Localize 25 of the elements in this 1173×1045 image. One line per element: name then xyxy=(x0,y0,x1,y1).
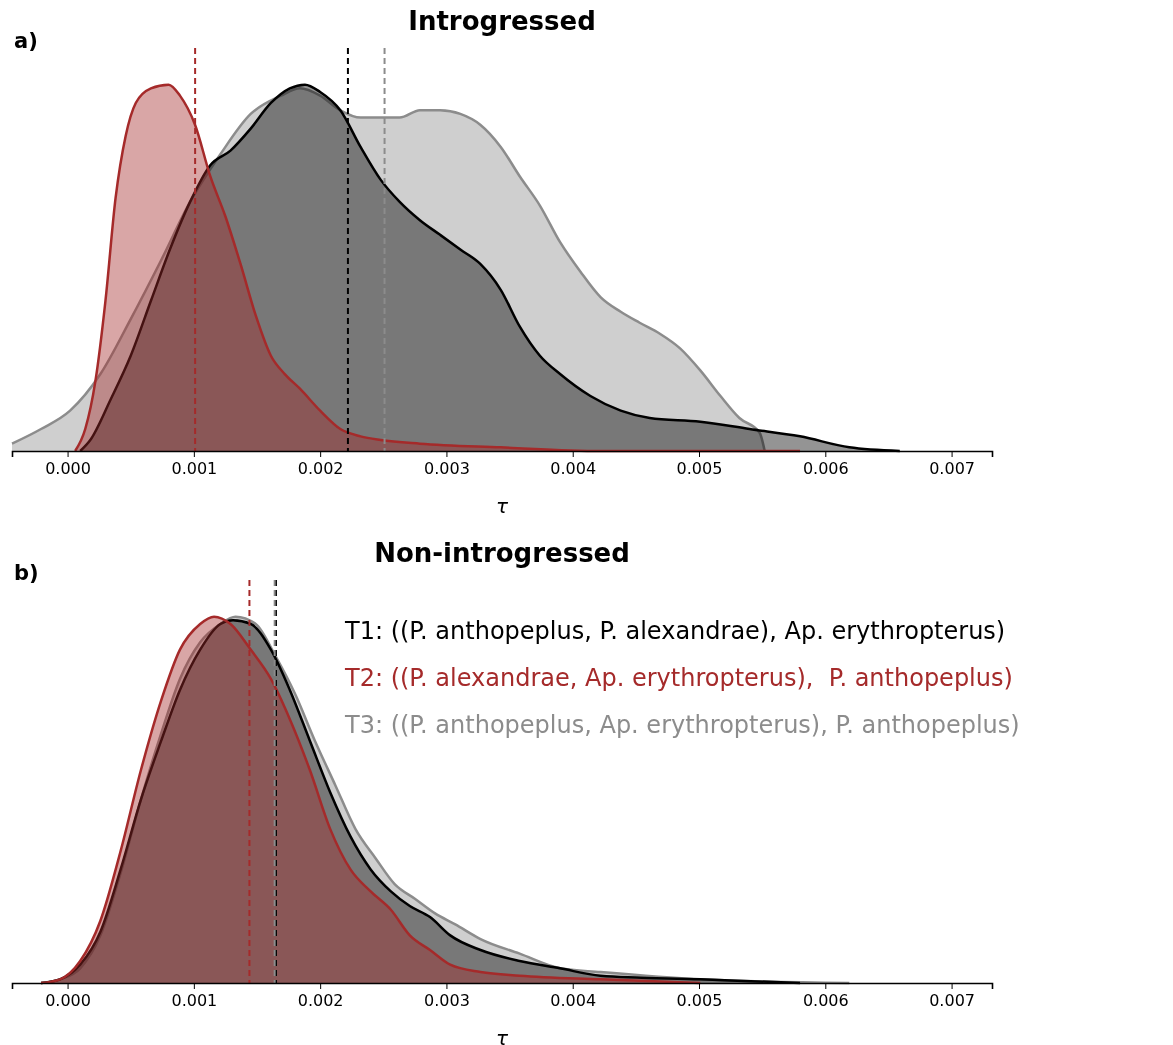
x-tick-label: 0.005 xyxy=(676,459,723,479)
x-tick-label: 0.006 xyxy=(802,459,849,479)
x-tick-label: 0.001 xyxy=(171,991,218,1011)
text: T2: ((P. alexandrae, Ap. erythropterus), P. anthopeplus) xyxy=(344,664,1013,692)
x-tick-label: 0.001 xyxy=(171,459,218,479)
x-tick-label: 0.007 xyxy=(929,459,975,479)
x-tick-label: 0.003 xyxy=(424,991,470,1011)
x-tick-label: 0.007 xyxy=(929,991,975,1011)
text: T1: ((P. anthopeplus, P. alexandrae), Ap. erythropterus) xyxy=(344,617,1006,645)
x-tick-label: 0.002 xyxy=(297,991,344,1011)
x-tick-label: 0.003 xyxy=(424,459,470,479)
x-tick-label: 0.006 xyxy=(802,991,849,1011)
chart-title: Introgressed xyxy=(408,6,596,36)
x-tick-label: 0.000 xyxy=(45,991,91,1011)
x-tick-label: 0.004 xyxy=(550,991,597,1011)
text: b) xyxy=(14,561,39,585)
x-tick-label: 0.005 xyxy=(676,991,723,1011)
x-axis-title: τ xyxy=(495,1026,509,1045)
x-tick-label: 0.000 xyxy=(45,459,91,479)
x-tick-label: 0.002 xyxy=(297,459,344,479)
x-tick-label: 0.004 xyxy=(550,459,597,479)
x-axis-title: τ xyxy=(495,494,509,518)
text: a) xyxy=(14,29,38,53)
chart-title: Non-introgressed xyxy=(374,538,630,568)
series-label: T3: ((P. anthopeplus, Ap. erythropterus), P. anthopeplus) xyxy=(344,711,1020,739)
